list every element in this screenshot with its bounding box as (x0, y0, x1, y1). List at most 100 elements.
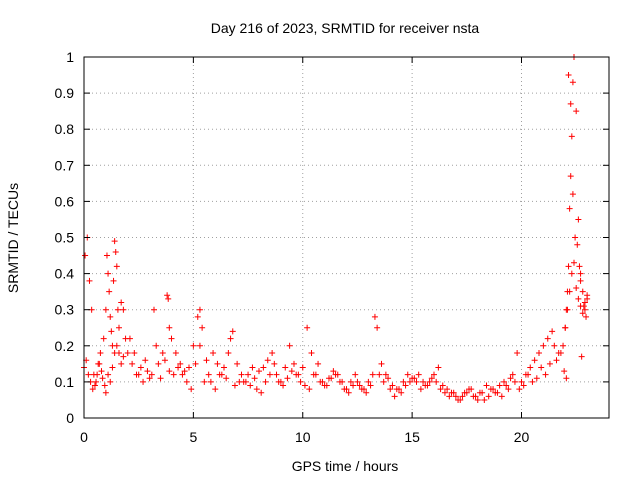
data-point (238, 371, 245, 378)
data-point (111, 238, 118, 245)
data-point (581, 299, 588, 306)
data-point (172, 350, 179, 357)
data-point (350, 382, 357, 389)
data-point (284, 375, 291, 382)
y-tick-label: 0.5 (55, 230, 75, 246)
data-point (221, 364, 227, 371)
data-point (380, 378, 387, 385)
data-point (571, 259, 577, 266)
data-point (398, 389, 405, 396)
data-point (514, 350, 521, 357)
data-point (181, 368, 188, 375)
grid (84, 57, 609, 418)
data-point (266, 371, 273, 378)
data-point (400, 378, 407, 385)
data-point (356, 382, 363, 389)
data-point (306, 386, 313, 393)
y-axis-label: SRMTID / TECUs (5, 183, 21, 293)
data-point (568, 270, 575, 277)
data-point (561, 368, 568, 375)
data-point (109, 364, 116, 371)
data-point (472, 393, 479, 400)
data-point (85, 371, 92, 378)
data-point (483, 382, 490, 389)
data-point (426, 378, 433, 385)
data-point (573, 108, 580, 115)
data-point (212, 386, 219, 393)
data-point (476, 389, 483, 396)
data-point (459, 393, 466, 400)
data-point (269, 350, 276, 357)
data-point (299, 364, 306, 371)
data-point (245, 371, 252, 378)
data-point (391, 393, 398, 400)
data-point (288, 368, 295, 375)
data-point (580, 303, 587, 310)
data-point (102, 389, 109, 396)
data-point (363, 389, 370, 396)
data-point (450, 389, 457, 396)
data-point (260, 364, 267, 371)
data-point (82, 252, 89, 259)
data-point (110, 277, 117, 284)
data-point (481, 396, 488, 403)
data-point (146, 375, 153, 382)
data-point (533, 375, 540, 382)
data-point (569, 191, 576, 198)
data-point (240, 378, 247, 385)
data-point (509, 371, 516, 378)
data-point (575, 295, 582, 302)
data-point (444, 386, 451, 393)
data-point (207, 378, 214, 385)
data-point (389, 382, 396, 389)
data-point (124, 350, 131, 357)
data-point (402, 382, 409, 389)
data-point (205, 371, 212, 378)
data-point (111, 350, 118, 357)
data-point (378, 360, 385, 367)
data-point (100, 335, 107, 342)
data-point (393, 386, 400, 393)
data-point (126, 335, 133, 342)
x-axis-label: GPS time / hours (292, 458, 399, 474)
data-point (118, 360, 125, 367)
data-point (120, 353, 127, 360)
data-point (569, 79, 576, 86)
data-point (328, 375, 335, 382)
x-tick-label: 10 (295, 429, 311, 445)
data-point (118, 299, 125, 306)
data-point (179, 371, 186, 378)
data-point (527, 364, 534, 371)
data-point (536, 350, 542, 357)
data-point (341, 386, 348, 393)
y-tick-label: 0.9 (55, 85, 75, 101)
data-point (105, 371, 112, 378)
data-point (581, 306, 588, 313)
data-point (365, 378, 372, 385)
data-point (496, 382, 503, 389)
data-point (420, 378, 427, 385)
data-point (308, 350, 315, 357)
y-tick-label: 0 (66, 410, 74, 426)
data-point (529, 378, 536, 385)
data-point (258, 389, 265, 396)
data-point (567, 173, 574, 180)
data-point (437, 386, 444, 393)
data-point (452, 393, 459, 400)
data-point (161, 357, 168, 364)
data-point (251, 375, 258, 382)
data-point (568, 133, 575, 140)
data-point (280, 382, 287, 389)
data-point (485, 393, 492, 400)
data-point (201, 378, 208, 385)
data-point (223, 375, 230, 382)
data-point (575, 216, 582, 223)
data-point (501, 378, 507, 385)
data-point (159, 350, 166, 357)
data-point (446, 393, 453, 400)
data-points (81, 54, 591, 403)
data-point (190, 342, 197, 349)
y-tick-label: 1 (66, 49, 74, 65)
data-point (153, 342, 160, 349)
data-point (210, 350, 217, 357)
